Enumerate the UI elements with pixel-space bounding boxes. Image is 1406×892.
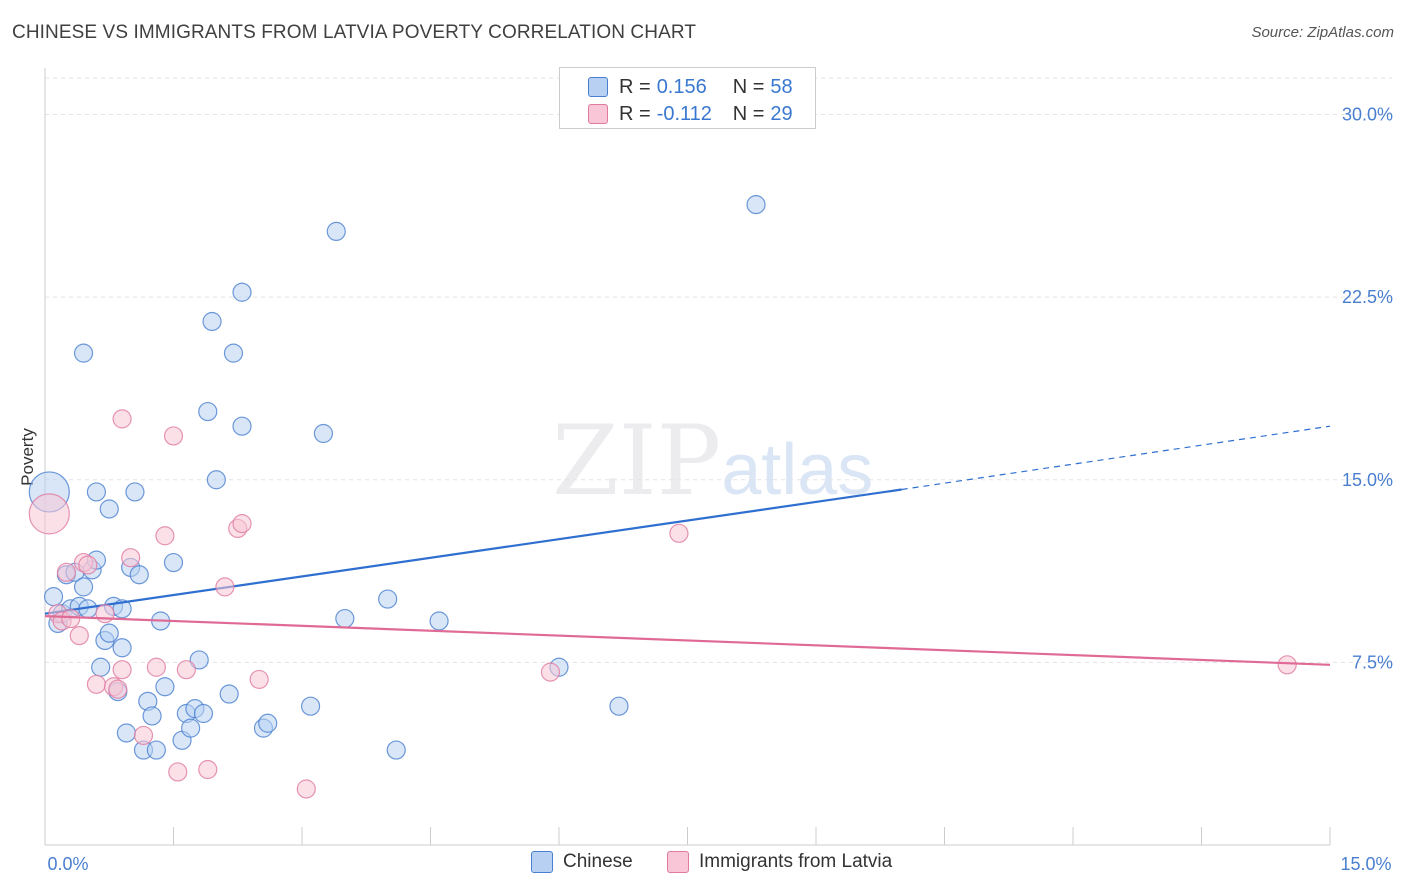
trend-line-chinese bbox=[44, 488, 902, 615]
data-point-latvia bbox=[112, 660, 132, 680]
series-legend: Chinese Immigrants from Latvia bbox=[0, 851, 1406, 879]
y-axis-title: Poverty bbox=[18, 428, 37, 486]
data-point-chinese bbox=[746, 195, 766, 215]
data-point-chinese bbox=[202, 311, 222, 332]
data-point-chinese bbox=[43, 587, 64, 607]
y-tick-label: 30.0% bbox=[1342, 105, 1393, 125]
data-point-chinese bbox=[198, 401, 218, 422]
data-point-chinese bbox=[300, 696, 321, 716]
data-point-latvia bbox=[296, 779, 316, 799]
data-point-latvia bbox=[176, 660, 196, 680]
data-point-chinese bbox=[142, 706, 162, 726]
data-point-chinese bbox=[129, 565, 149, 585]
data-point-latvia bbox=[28, 493, 70, 535]
latvia-swatch bbox=[667, 851, 689, 873]
data-point-chinese bbox=[326, 221, 346, 241]
chinese-swatch bbox=[588, 77, 608, 97]
y-tick-label: 15.0% bbox=[1342, 470, 1393, 490]
r-label: R = bbox=[619, 75, 651, 98]
chinese-swatch bbox=[531, 851, 553, 873]
n-value: 29 bbox=[770, 102, 793, 125]
n-label: N = bbox=[732, 75, 765, 98]
data-point-chinese bbox=[609, 696, 629, 716]
x-tick-label-max: 15.0% bbox=[1340, 854, 1391, 874]
data-point-chinese bbox=[155, 677, 175, 697]
data-point-latvia bbox=[69, 625, 89, 646]
legend-label-chinese: Chinese bbox=[563, 851, 633, 872]
data-point-chinese bbox=[335, 608, 355, 629]
data-point-chinese bbox=[429, 611, 449, 631]
data-point-latvia bbox=[249, 669, 269, 690]
legend-row-latvia: R = -0.112 N = 29 bbox=[588, 101, 793, 127]
legend-item-chinese[interactable]: Chinese bbox=[531, 851, 633, 873]
data-point-latvia bbox=[108, 679, 128, 699]
data-point-chinese bbox=[386, 740, 406, 760]
data-point-latvia bbox=[121, 548, 141, 568]
data-point-chinese bbox=[73, 343, 94, 363]
r-label: R = bbox=[619, 102, 651, 125]
data-point-chinese bbox=[258, 713, 278, 733]
data-point-latvia bbox=[198, 759, 218, 780]
data-point-latvia bbox=[669, 523, 689, 543]
data-point-latvia bbox=[86, 674, 107, 694]
data-point-chinese bbox=[163, 552, 184, 573]
data-point-chinese bbox=[189, 650, 209, 670]
data-point-chinese bbox=[99, 623, 119, 643]
y-tick-label: 22.5% bbox=[1342, 287, 1393, 307]
data-point-latvia bbox=[133, 725, 154, 746]
data-point-latvia bbox=[56, 562, 77, 582]
data-point-chinese bbox=[99, 499, 119, 519]
latvia-swatch bbox=[588, 104, 608, 124]
n-label: N = bbox=[732, 102, 765, 125]
data-point-latvia bbox=[232, 513, 252, 534]
correlation-legend: R = 0.156 N = 58 R = -0.112 N = 29 bbox=[559, 67, 816, 129]
data-point-chinese bbox=[181, 718, 201, 738]
data-point-latvia bbox=[168, 762, 188, 782]
data-point-latvia bbox=[78, 555, 98, 575]
data-point-chinese bbox=[73, 577, 94, 597]
legend-row-chinese: R = 0.156 N = 58 bbox=[588, 74, 793, 100]
data-point-latvia bbox=[540, 662, 561, 682]
data-point-latvia bbox=[215, 577, 235, 597]
data-point-latvia bbox=[155, 526, 175, 546]
data-point-chinese bbox=[91, 657, 111, 677]
data-point-chinese bbox=[223, 343, 244, 363]
chart-title: CHINESE VS IMMIGRANTS FROM LATVIA POVERT… bbox=[12, 22, 697, 43]
data-point-chinese bbox=[219, 684, 239, 704]
data-point-chinese bbox=[86, 482, 107, 502]
data-point-chinese bbox=[206, 470, 226, 490]
data-point-latvia bbox=[146, 657, 166, 677]
data-point-latvia bbox=[1277, 655, 1297, 675]
n-value: 58 bbox=[770, 75, 793, 98]
data-point-chinese bbox=[313, 423, 334, 444]
data-point-chinese bbox=[116, 723, 136, 743]
y-tick-label: 7.5% bbox=[1352, 652, 1393, 672]
data-point-chinese bbox=[232, 416, 252, 436]
watermark-zip: ZIP bbox=[552, 405, 722, 517]
trend-line-latvia bbox=[44, 615, 1331, 666]
legend-label-latvia: Immigrants from Latvia bbox=[699, 851, 893, 872]
legend-item-latvia[interactable]: Immigrants from Latvia bbox=[667, 851, 892, 873]
watermark: ZIPatlas bbox=[552, 405, 873, 517]
data-point-chinese bbox=[112, 638, 132, 658]
data-point-chinese bbox=[378, 589, 398, 609]
data-point-latvia bbox=[61, 608, 81, 629]
data-point-latvia bbox=[95, 604, 115, 624]
data-point-chinese bbox=[193, 703, 214, 724]
data-point-chinese bbox=[232, 282, 252, 302]
r-value: 0.156 bbox=[656, 75, 707, 98]
r-value: -0.112 bbox=[656, 102, 712, 125]
series-chinese bbox=[28, 195, 1331, 760]
data-point-latvia bbox=[112, 409, 132, 429]
data-point-chinese bbox=[146, 740, 166, 760]
series-latvia bbox=[28, 409, 1331, 799]
data-point-chinese bbox=[125, 482, 145, 502]
source-label: Source: ZipAtlas.com bbox=[1251, 24, 1394, 41]
data-point-latvia bbox=[163, 426, 184, 446]
x-tick-label-min: 0.0% bbox=[47, 854, 88, 874]
